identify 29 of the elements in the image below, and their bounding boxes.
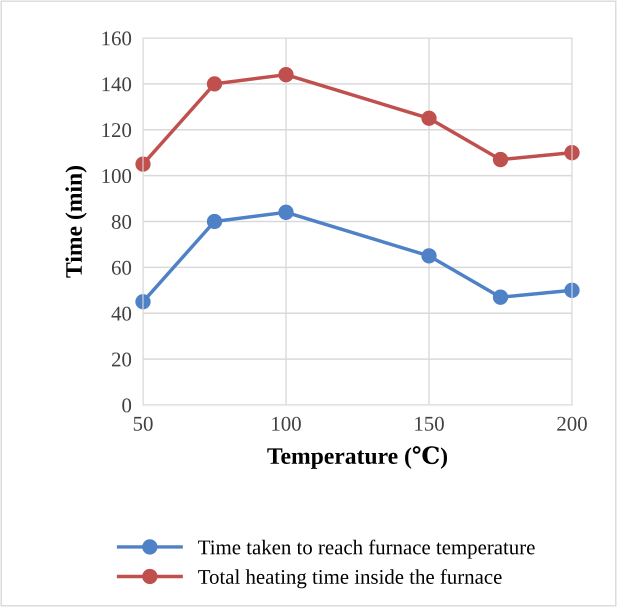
legend-label: Time taken to reach furnace temperature [198,540,535,559]
point [564,145,580,160]
x-tick-label: 50 [134,416,153,431]
y-tick-label: 140 [102,77,132,92]
x-tick-label: 200 [557,416,587,431]
y-tick-label: 0 [122,398,132,412]
point [492,152,508,168]
x-tick-label: 100 [272,416,301,431]
y-tick-label: 80 [112,214,132,229]
y-axis-title: Time (min) [65,166,87,278]
y-tick-label: 20 [112,352,132,367]
point [492,290,508,305]
y-tick-label: 120 [102,123,132,138]
point [278,67,294,82]
point [206,76,222,92]
y-tick-label: 60 [112,260,132,275]
point [206,214,222,230]
y-tick-label: 40 [111,306,132,321]
legend-label: Total heating time inside the furnace [198,569,502,588]
point [421,248,437,264]
point [135,156,151,172]
y-tick-label: 100 [102,169,132,184]
x-axis-title: Temperature (℃) [267,446,448,469]
point [564,282,580,298]
y-tick-label: 160 [102,31,132,46]
point [135,294,151,310]
point [278,204,294,220]
x-tick-label: 150 [415,416,444,431]
point [421,110,437,126]
